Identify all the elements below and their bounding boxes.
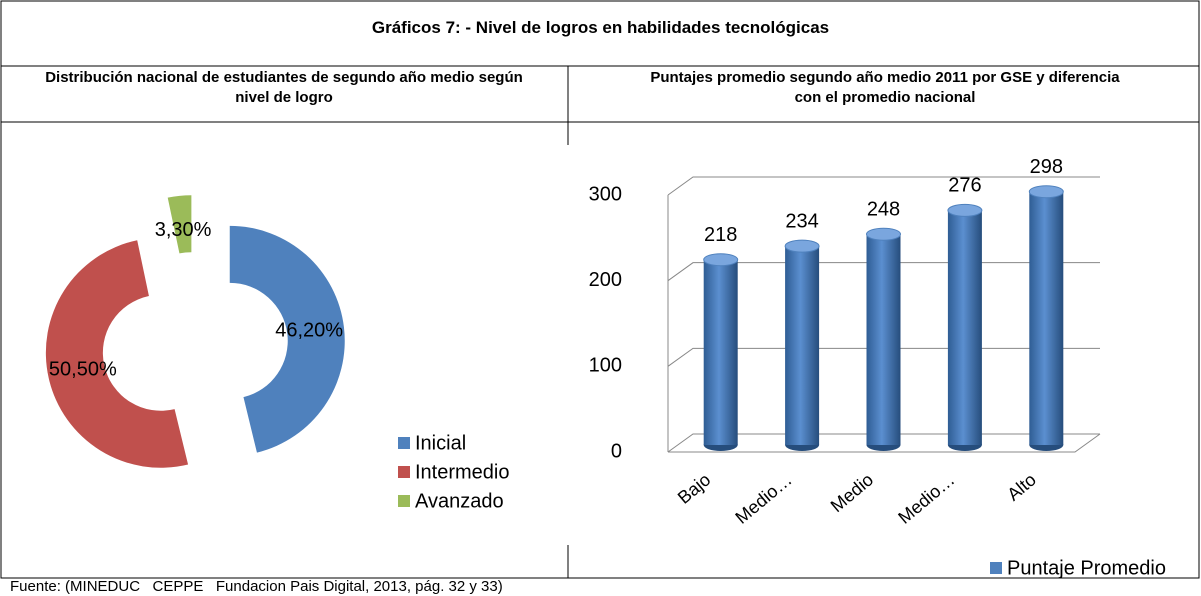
bar	[947, 210, 982, 445]
data-label: 248	[867, 198, 900, 220]
bar-top	[866, 227, 901, 241]
y-tick-label: 300	[589, 183, 622, 205]
bar-title: Puntajes promedio segundo año medio 2011…	[650, 69, 1120, 106]
x-tick-label: Medio…	[732, 469, 796, 527]
data-label: 46,20%	[275, 320, 343, 342]
pie-title: Distribución nacional de estudiantes de …	[45, 69, 523, 106]
source: Fuente: (MINEDUC CEPPE Fundacion Pais Di…	[10, 578, 503, 595]
legend-label: Puntaje Promedio	[1007, 557, 1166, 579]
legend-label: Inicial	[415, 432, 466, 454]
x-tick-label: Bajo	[674, 469, 714, 507]
legend-swatch	[398, 437, 410, 449]
bar-top	[703, 253, 739, 267]
legend-swatch	[398, 495, 410, 507]
bar	[785, 246, 820, 445]
x-tick-label: Medio…	[894, 469, 958, 527]
pie-slice	[229, 225, 345, 453]
title: Gráficos 7: - Nivel de logros en habilid…	[371, 18, 830, 37]
data-label: 298	[1030, 156, 1063, 178]
bar-top	[1028, 185, 1064, 199]
bar	[866, 234, 901, 445]
y-tick-label: 100	[589, 355, 622, 377]
bar-top	[784, 239, 820, 253]
floor-line	[668, 433, 1101, 453]
data-label: 276	[948, 175, 981, 197]
legend-label: Intermedio	[415, 461, 510, 483]
outer-border	[0, 0, 1200, 579]
legend-swatch	[398, 466, 410, 478]
bar-top	[947, 203, 983, 217]
x-tick-label: Alto	[1003, 469, 1040, 504]
y-tick-label: 200	[589, 269, 622, 291]
x-tick-label: Medio	[827, 469, 877, 516]
legend-label: Avanzado	[415, 490, 504, 512]
y-tick-label: 0	[611, 440, 622, 462]
pie-slice	[45, 240, 189, 468]
data-label: 50,50%	[49, 359, 117, 381]
data-label: 234	[785, 210, 818, 232]
data-label: 3,30%	[155, 219, 212, 241]
data-label: 218	[704, 224, 737, 246]
pie-slice	[167, 195, 192, 254]
bar	[1029, 191, 1064, 445]
legend-swatch	[990, 562, 1002, 574]
grid-line	[667, 176, 1100, 196]
bar	[703, 259, 738, 445]
